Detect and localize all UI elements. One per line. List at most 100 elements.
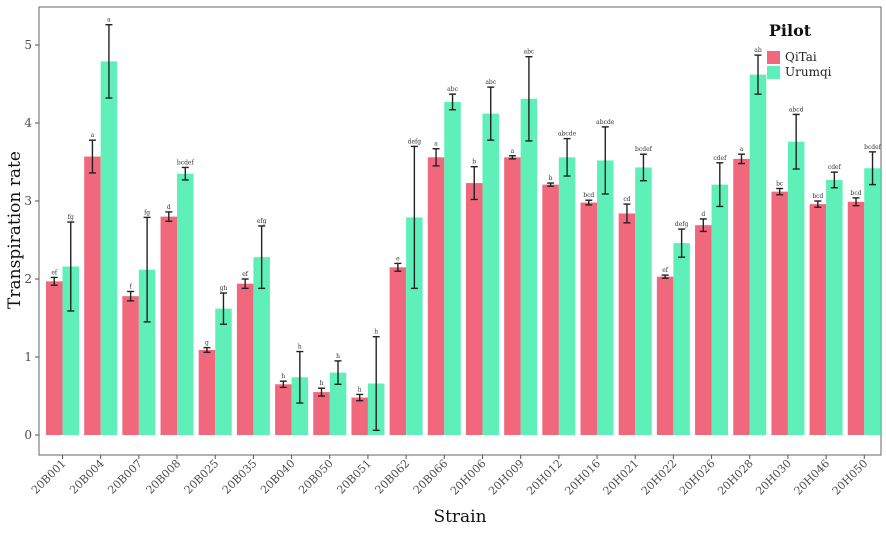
bar-qitai	[580, 202, 598, 435]
significance-label-urumqi: abc	[524, 49, 535, 56]
significance-label-urumqi: abc	[485, 79, 496, 86]
error-bar-urumqi	[830, 171, 838, 189]
x-tick-label: 20B007	[105, 457, 145, 497]
significance-label-urumqi: h	[336, 353, 340, 360]
bar-qitai	[275, 384, 292, 435]
significance-label-urumqi: bcdef	[864, 144, 882, 151]
bar-qitai	[46, 281, 63, 435]
error-bar-qitai	[661, 274, 669, 279]
legend-label-urumqi: Urumqi	[785, 65, 832, 79]
bar-urumqi	[406, 217, 423, 435]
bar-urumqi	[329, 372, 347, 435]
bar-urumqi	[597, 160, 614, 435]
error-bar-qitai	[165, 211, 173, 222]
significance-label-urumqi: a	[107, 17, 111, 24]
significance-label-qitai: d	[167, 204, 171, 211]
error-bar-urumqi	[487, 86, 495, 141]
x-tick-label: 20H030	[753, 457, 794, 498]
bar-urumqi	[826, 179, 843, 435]
x-tick-label: 20H016	[562, 457, 603, 498]
bar-qitai	[504, 157, 521, 435]
x-tick-label: 20B051	[334, 457, 374, 497]
x-tick-label: 20H026	[677, 457, 718, 498]
bar-urumqi	[177, 173, 194, 435]
legend-swatch-urumqi	[767, 66, 780, 79]
error-bar-urumqi	[678, 228, 686, 258]
significance-label-urumqi: abcde	[596, 119, 615, 126]
y-tick-label: 2	[24, 272, 32, 286]
error-bar-qitai	[50, 276, 58, 286]
error-bar-qitai	[699, 218, 707, 233]
x-axis: 20B00120B00420B00720B00820B02520B03520B0…	[29, 455, 870, 498]
bar-qitai	[733, 158, 750, 435]
significance-label-qitai: b	[549, 175, 553, 182]
significance-label-urumqi: gh	[220, 285, 228, 292]
x-tick-label: 20B062	[373, 457, 413, 497]
significance-label-qitai: bc	[776, 181, 784, 188]
error-bar-urumqi	[181, 166, 189, 181]
bar-urumqi	[673, 243, 690, 435]
significance-label-qitai: a	[434, 141, 438, 148]
bar-urumqi	[215, 308, 232, 435]
significance-label-qitai: h	[281, 373, 285, 380]
bar-qitai	[771, 191, 788, 435]
bar-urumqi	[558, 157, 576, 435]
error-bar-urumqi	[716, 162, 724, 208]
significance-label-qitai: d	[701, 211, 705, 218]
x-tick-label: 20B035	[220, 457, 260, 497]
y-axis-title: Transpiration rate	[5, 151, 25, 309]
bar-urumqi	[520, 98, 538, 435]
significance-label-urumqi: defg	[408, 138, 422, 145]
significance-label-urumqi: efg	[257, 218, 267, 225]
error-bar-urumqi	[563, 137, 571, 177]
x-axis-title: Strain	[433, 507, 486, 527]
error-bar-urumqi	[601, 126, 609, 195]
x-tick-label: 20H022	[639, 457, 680, 498]
error-bar-qitai	[394, 262, 402, 272]
x-tick-label: 20H021	[601, 457, 642, 498]
significance-label-qitai: e	[396, 255, 400, 262]
bar-urumqi	[100, 61, 118, 435]
bar-urumqi	[749, 74, 767, 435]
significance-label-qitai: a	[740, 146, 744, 153]
error-bar-urumqi	[792, 113, 800, 170]
bar-qitai	[809, 204, 827, 435]
bar-urumqi	[635, 167, 652, 435]
error-bar-qitai	[203, 346, 211, 354]
y-tick-label: 5	[24, 38, 32, 52]
error-bar-urumqi	[869, 151, 877, 186]
y-tick-label: 0	[24, 428, 32, 442]
error-bar-urumqi	[296, 350, 304, 404]
error-bar-qitai	[776, 187, 784, 196]
significance-label-qitai: bcd	[812, 193, 823, 200]
significance-label-qitai: ef	[51, 269, 58, 276]
bar-urumqi	[138, 269, 156, 435]
bar-qitai	[313, 392, 330, 435]
x-tick-label: 20B008	[144, 457, 184, 497]
significance-label-urumqi: fg	[68, 214, 74, 221]
significance-label-qitai: ef	[662, 267, 669, 274]
bar-qitai	[427, 157, 445, 435]
legend-title: Pilot	[769, 21, 812, 40]
error-bar-urumqi	[143, 216, 151, 323]
significance-label-qitai: a	[91, 132, 95, 139]
legend-swatch-qitai	[767, 51, 780, 64]
significance-label-qitai: bcd	[583, 192, 594, 199]
error-bar-qitai	[547, 182, 555, 187]
error-bar-qitai	[852, 197, 860, 207]
significance-label-qitai: b	[472, 159, 476, 166]
error-bar-urumqi	[372, 336, 380, 432]
x-tick-label: 20B004	[67, 457, 107, 497]
bar-qitai	[618, 213, 636, 435]
error-bar-urumqi	[105, 24, 113, 99]
error-bar-qitai	[356, 393, 364, 402]
significance-label-urumqi: h	[298, 344, 302, 351]
error-bar-qitai	[623, 203, 631, 224]
significance-label-qitai: f	[129, 283, 132, 290]
error-bar-urumqi	[334, 360, 342, 385]
significance-label-qitai: bcd	[851, 190, 862, 197]
x-tick-label: 20H046	[791, 457, 832, 498]
